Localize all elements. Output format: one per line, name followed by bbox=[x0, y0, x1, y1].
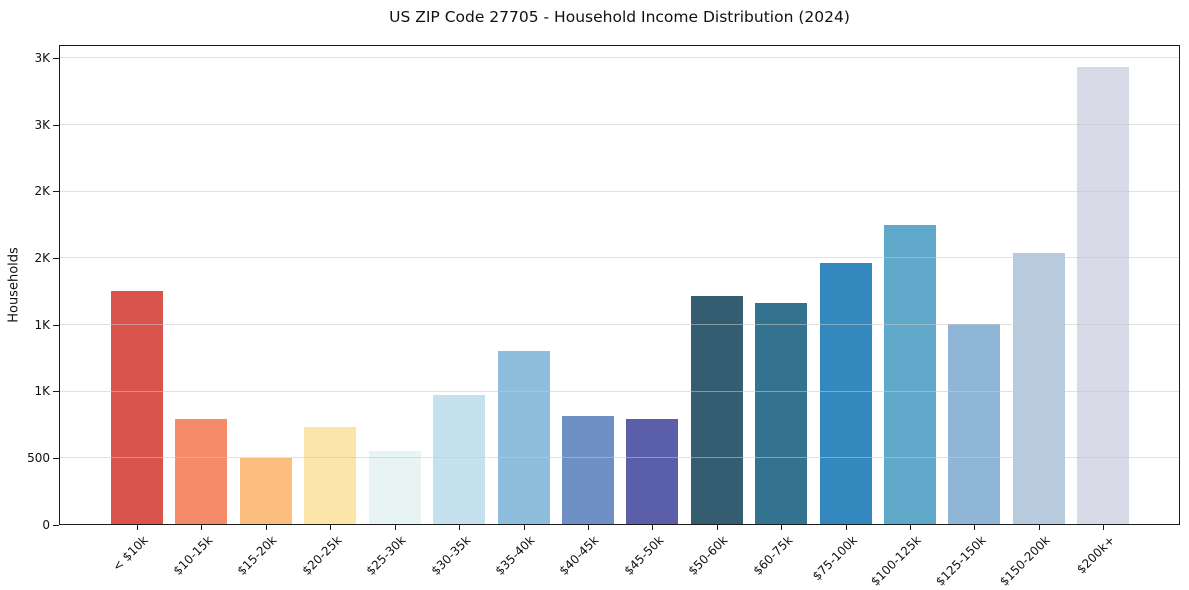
x-tick-mark bbox=[137, 525, 138, 530]
x-tick-mark bbox=[201, 525, 203, 530]
y-tick-mark bbox=[53, 524, 59, 526]
gridline bbox=[60, 124, 1179, 125]
bar-200k bbox=[1077, 66, 1130, 524]
chart-title: US ZIP Code 27705 - Household Income Dis… bbox=[389, 8, 850, 26]
x-tick-label: $15-20k bbox=[234, 533, 280, 578]
x-tick-mark bbox=[781, 525, 783, 530]
bar-45-50k bbox=[626, 418, 679, 524]
x-tick-label: $40-45k bbox=[556, 533, 602, 578]
x-tick-mark bbox=[459, 525, 461, 530]
x-tick-mark bbox=[265, 525, 267, 530]
bar-60-75k bbox=[755, 303, 808, 524]
x-tick-mark bbox=[523, 525, 525, 530]
y-tick-label: 0 bbox=[42, 517, 50, 532]
y-tick-label: 1K bbox=[34, 384, 50, 399]
x-tick-mark bbox=[845, 525, 847, 530]
x-tick-label: $50-60k bbox=[685, 533, 731, 578]
bar-10-15k bbox=[175, 419, 228, 524]
y-tick-label: 500 bbox=[27, 450, 50, 465]
x-tick-label: $100-125k bbox=[868, 533, 924, 589]
x-tick-mark bbox=[910, 525, 912, 530]
x-tick-label: $45-50k bbox=[621, 533, 667, 578]
x-tick-label: $60-75k bbox=[750, 533, 796, 578]
x-tick-label: $200k+ bbox=[1073, 533, 1118, 577]
gridline bbox=[60, 324, 1179, 325]
plot-area bbox=[59, 45, 1180, 525]
y-tick-label: 1K bbox=[34, 317, 50, 332]
bar-50-60k bbox=[690, 296, 743, 524]
bar-150-200k bbox=[1012, 252, 1065, 524]
bar-15-20k bbox=[239, 458, 292, 524]
bar-125-150k bbox=[948, 324, 1001, 524]
bar-10k bbox=[111, 290, 163, 524]
bar-30-35k bbox=[433, 394, 486, 524]
y-tick-mark bbox=[53, 391, 59, 393]
y-tick-label: 3K bbox=[34, 117, 50, 132]
gridline bbox=[60, 457, 1179, 459]
gridline bbox=[60, 390, 1179, 392]
x-tick-mark bbox=[974, 525, 976, 530]
y-tick-mark bbox=[53, 324, 59, 326]
bar-75-100k bbox=[819, 262, 872, 524]
y-tick-mark bbox=[53, 257, 59, 259]
x-tick-label: $20-25k bbox=[299, 533, 345, 578]
x-tick-label: $10-15k bbox=[170, 533, 216, 578]
y-tick-label: 2K bbox=[34, 184, 50, 199]
x-tick-mark bbox=[1038, 525, 1040, 530]
y-tick-mark bbox=[53, 191, 59, 193]
x-tick-label: $150-200k bbox=[997, 533, 1053, 589]
x-tick-mark bbox=[394, 525, 396, 530]
x-tick-mark bbox=[330, 525, 332, 530]
gridline bbox=[60, 257, 1179, 259]
y-tick-mark bbox=[53, 124, 59, 126]
x-tick-label: < $10k bbox=[110, 533, 151, 574]
y-tick-mark bbox=[53, 57, 59, 59]
x-tick-mark bbox=[1103, 525, 1105, 530]
bar-35-40k bbox=[497, 350, 550, 524]
x-tick-label: $30-35k bbox=[428, 533, 473, 578]
bar-25-30k bbox=[368, 451, 421, 524]
x-tick-label: $35-40k bbox=[492, 533, 538, 578]
y-tick-label: 2K bbox=[34, 250, 50, 265]
x-tick-label: $75-100k bbox=[809, 533, 860, 584]
x-tick-label: $125-150k bbox=[932, 533, 989, 589]
y-tick-mark bbox=[53, 457, 59, 459]
bar-40-45k bbox=[561, 416, 614, 524]
gridline bbox=[60, 57, 1179, 59]
x-tick-mark bbox=[652, 525, 654, 530]
y-tick-label: 3K bbox=[34, 50, 50, 65]
x-tick-mark bbox=[716, 525, 718, 530]
x-tick-mark bbox=[587, 525, 589, 530]
x-tick-label: $25-30k bbox=[363, 533, 409, 578]
bar-100-125k bbox=[884, 225, 937, 524]
gridline bbox=[60, 190, 1179, 192]
bar-20-25k bbox=[304, 426, 357, 524]
